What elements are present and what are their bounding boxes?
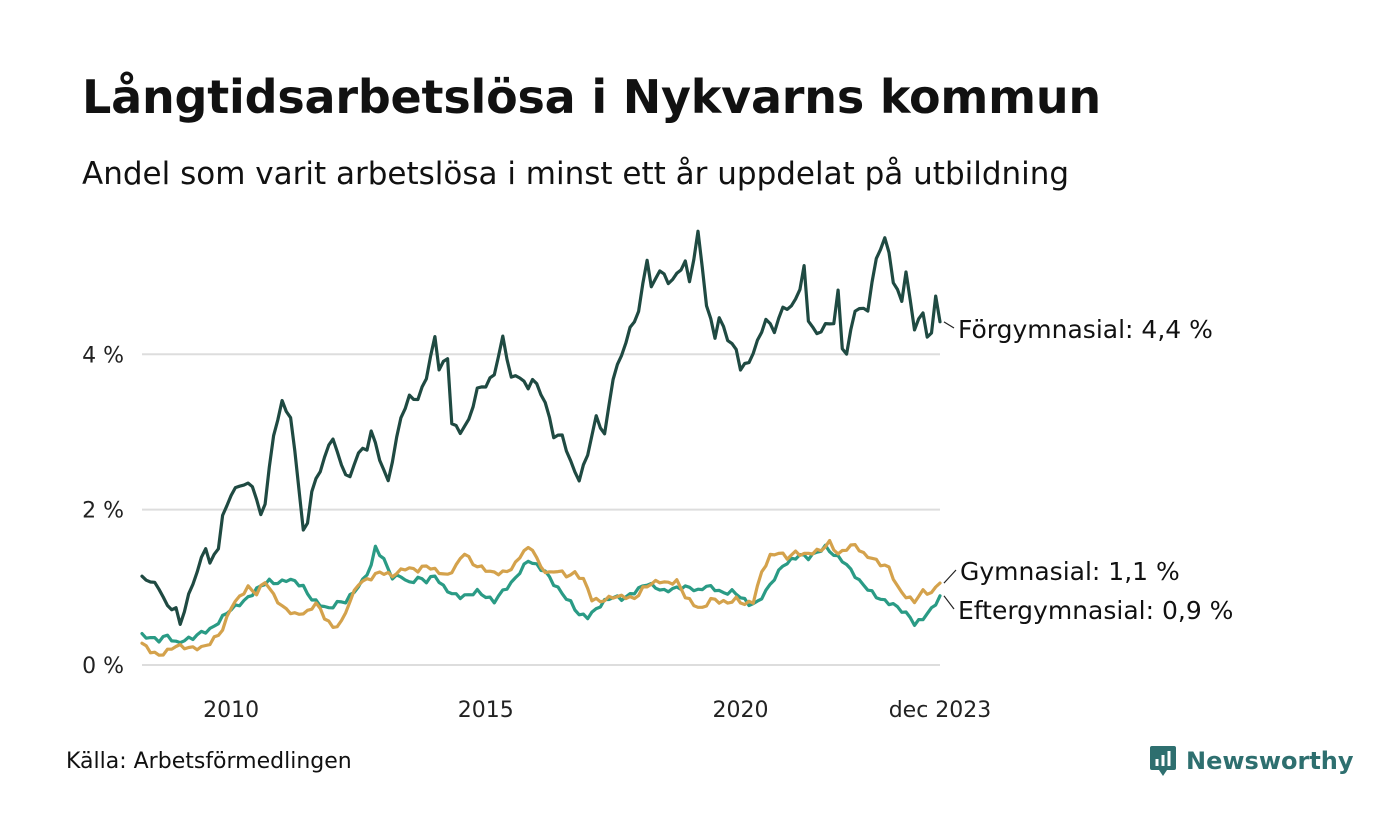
label-leader-line bbox=[943, 321, 955, 329]
source-note: Källa: Arbetsförmedlingen bbox=[66, 749, 352, 774]
series-label-eftergymnasial: Eftergymnasial: 0,9 % bbox=[958, 596, 1233, 625]
y-tick-label: 0 % bbox=[82, 654, 124, 679]
chart-title: Långtidsarbetslösa i Nykvarns kommun bbox=[82, 70, 1101, 124]
y-axis-ticks: 0 % 2 % 4 % bbox=[82, 343, 124, 679]
chart-subtitle: Andel som varit arbetslösa i minst ett å… bbox=[82, 156, 1070, 192]
x-tick-label: 2020 bbox=[712, 698, 768, 723]
y-tick-label: 2 % bbox=[82, 499, 124, 524]
series-line-eftergymnasial bbox=[140, 543, 942, 645]
label-leader-line bbox=[943, 595, 955, 610]
gridlines bbox=[142, 353, 940, 666]
x-tick-label: 2015 bbox=[458, 698, 514, 723]
brand-logo[interactable]: Newsworthy bbox=[1148, 744, 1354, 778]
series-line-gymnasial bbox=[140, 538, 942, 657]
series-label-förgymnasial: Förgymnasial: 4,4 % bbox=[958, 315, 1213, 344]
series-labels: Förgymnasial: 4,4 % Eftergymnasial: 0,9 %… bbox=[943, 315, 1233, 625]
series-lines bbox=[140, 229, 942, 657]
x-tick-label: 2010 bbox=[203, 698, 259, 723]
x-tick-label: dec 2023 bbox=[889, 698, 992, 723]
label-leader-line bbox=[943, 569, 957, 584]
series-line-förgymnasial bbox=[140, 229, 942, 626]
y-tick-label: 4 % bbox=[82, 343, 124, 368]
newsworthy-logo-icon bbox=[1150, 746, 1176, 776]
x-axis-ticks: 2010 2015 2020 dec 2023 bbox=[203, 698, 991, 723]
brand-name: Newsworthy bbox=[1186, 747, 1354, 775]
series-label-gymnasial: Gymnasial: 1,1 % bbox=[960, 557, 1180, 586]
